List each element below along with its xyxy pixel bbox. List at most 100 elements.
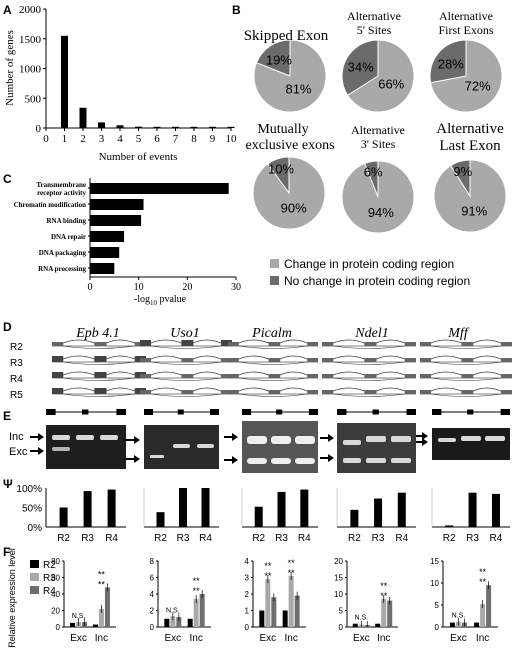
- sashimi-junction-arc: [106, 371, 135, 376]
- panel-f-group-label: Inc: [189, 633, 202, 644]
- sashimi-coverage: [404, 390, 416, 394]
- panel-c-category-label: Transmembrane: [36, 181, 86, 189]
- panel-f-y-tick-label: 80: [51, 557, 60, 566]
- gel-band: [271, 436, 291, 444]
- panel-a-bar: [135, 126, 142, 128]
- psi-y-tick-label: 100%: [16, 484, 42, 495]
- sashimi-coverage: [94, 372, 107, 378]
- panel-f-y-tick-label: 8: [150, 557, 155, 566]
- sashimi-coverage: [364, 358, 377, 362]
- panel-c-x-tick-label: 0: [88, 282, 93, 293]
- pie-label-no-change: 9%: [453, 164, 472, 179]
- gene-label-uso1: Uso1: [170, 326, 200, 341]
- psi-bar: [254, 506, 263, 527]
- sashimi-junction-arc: [280, 387, 308, 392]
- sashimi-junction-arc: [430, 339, 462, 344]
- gene-label-ndel1: Ndel1: [354, 326, 388, 341]
- gel-band: [52, 447, 70, 451]
- sashimi-coverage: [228, 342, 239, 346]
- panel-f-sig-label: **: [193, 586, 201, 596]
- panel-f-y-tick-label: 1: [245, 607, 250, 616]
- psi-x-tick-label: R4: [490, 533, 503, 544]
- arrow-head: [232, 456, 238, 464]
- arrow-head: [134, 436, 140, 444]
- sashimi-coverage: [140, 390, 152, 394]
- sashimi-coverage: [420, 358, 432, 362]
- sashimi-coverage: [268, 358, 281, 362]
- panel-f-bar: [449, 622, 455, 627]
- panel-f-bar: [259, 610, 265, 627]
- gene-structure-exon: [242, 409, 252, 415]
- gel-band: [391, 436, 411, 442]
- sashimi-junction-arc: [238, 339, 269, 344]
- pie-slice-no-change: [429, 39, 467, 84]
- legend-label-r4: R4: [43, 586, 56, 597]
- panel-label-e: E: [3, 409, 11, 423]
- panel-f-ns-label: N.S.: [452, 613, 466, 620]
- panel-e-gels: Inc Exc: [9, 409, 510, 473]
- panel-a-x-tick-label: 9: [210, 133, 216, 145]
- panel-f-y-tick-label: 20: [334, 557, 343, 566]
- panel-a-y-tick-label: 500: [25, 93, 42, 105]
- sashimi-skip-arc: [333, 393, 405, 397]
- panel-f-sig-label: **: [264, 561, 272, 571]
- panel-f-group-label: Exc: [450, 633, 467, 644]
- gel-label-exc: Exc: [9, 446, 28, 458]
- panel-f-bar: [164, 618, 170, 627]
- pie-label-no-change: 28%: [438, 56, 464, 71]
- sashimi-coverage: [404, 358, 416, 362]
- arrow-head: [38, 447, 44, 455]
- row-label-r4: R4: [10, 374, 23, 385]
- panel-f-bar: [474, 622, 480, 627]
- panel-a-x-tick-label: 6: [154, 133, 160, 145]
- sashimi-junction-arc: [193, 355, 222, 360]
- sashimi-coverage: [500, 374, 512, 378]
- sashimi-skip-arc: [430, 393, 502, 397]
- pie-label-change: 90%: [281, 200, 307, 215]
- panel-label-f: F: [3, 545, 10, 559]
- panel-a-x-label: Number of events: [99, 151, 178, 163]
- panel-f-y-label: Relative expression level: [7, 548, 17, 648]
- panel-f-y-tick-label: 0: [150, 623, 155, 632]
- sashimi-skip-arc: [63, 377, 135, 381]
- panel-a-bar: [79, 107, 87, 128]
- sashimi-junction-arc: [63, 339, 95, 344]
- psi-bar: [491, 493, 500, 527]
- panel-a-bar: [116, 125, 124, 128]
- sashimi-skip-arc: [238, 345, 308, 349]
- pie-title-alt3-line2: 3' Sites: [361, 137, 396, 151]
- gel-band: [150, 455, 164, 458]
- sashimi-coverage: [94, 356, 107, 362]
- sashimi-coverage: [420, 374, 432, 378]
- sashimi-junction-arc: [106, 387, 135, 392]
- panel-f-ns-label: N.S.: [354, 615, 368, 622]
- sashimi-coverage: [52, 372, 64, 378]
- psi-x-tick-label: R4: [105, 533, 118, 544]
- panel-f-y-tick-label: 15: [334, 574, 343, 583]
- pie-label-change: 81%: [285, 82, 311, 97]
- pie-title-altlast-line2: Last Exon: [439, 138, 501, 154]
- psi-x-tick-label: R3: [372, 533, 385, 544]
- gel-band: [52, 435, 70, 440]
- arrow-head: [232, 433, 238, 441]
- gene-structure-exon: [46, 409, 56, 415]
- pie-label-change: 91%: [461, 204, 487, 219]
- panel-f-group-label: Inc: [95, 633, 108, 644]
- pie-slice-no-change: [341, 39, 379, 96]
- pie-slice-no-change: [267, 156, 290, 195]
- sashimi-skip-arc: [238, 393, 308, 397]
- gel-label-inc: Inc: [9, 431, 24, 443]
- panel-f-bar: [199, 594, 205, 627]
- gel-band: [485, 436, 505, 441]
- psi-x-tick-label: R3: [81, 533, 94, 544]
- panel-c-bar: [90, 199, 144, 210]
- panel-psi-charts: 0% 50% 100% R2 R3 R4 R2 R3 R4 R2 R3 R4 R2 R3 R4 R2 R3 R4: [16, 484, 510, 544]
- gene-label-mff: Mff: [447, 326, 470, 341]
- pie-slice-no-change: [450, 159, 471, 198]
- gene-structure-exon: [308, 409, 318, 415]
- arrow-head: [134, 455, 140, 463]
- sashimi-coverage: [307, 342, 318, 346]
- sashimi-skip-arc: [150, 377, 222, 381]
- sashimi-coverage: [404, 342, 416, 346]
- pie-title-alt3-line1: Alternative: [351, 123, 405, 137]
